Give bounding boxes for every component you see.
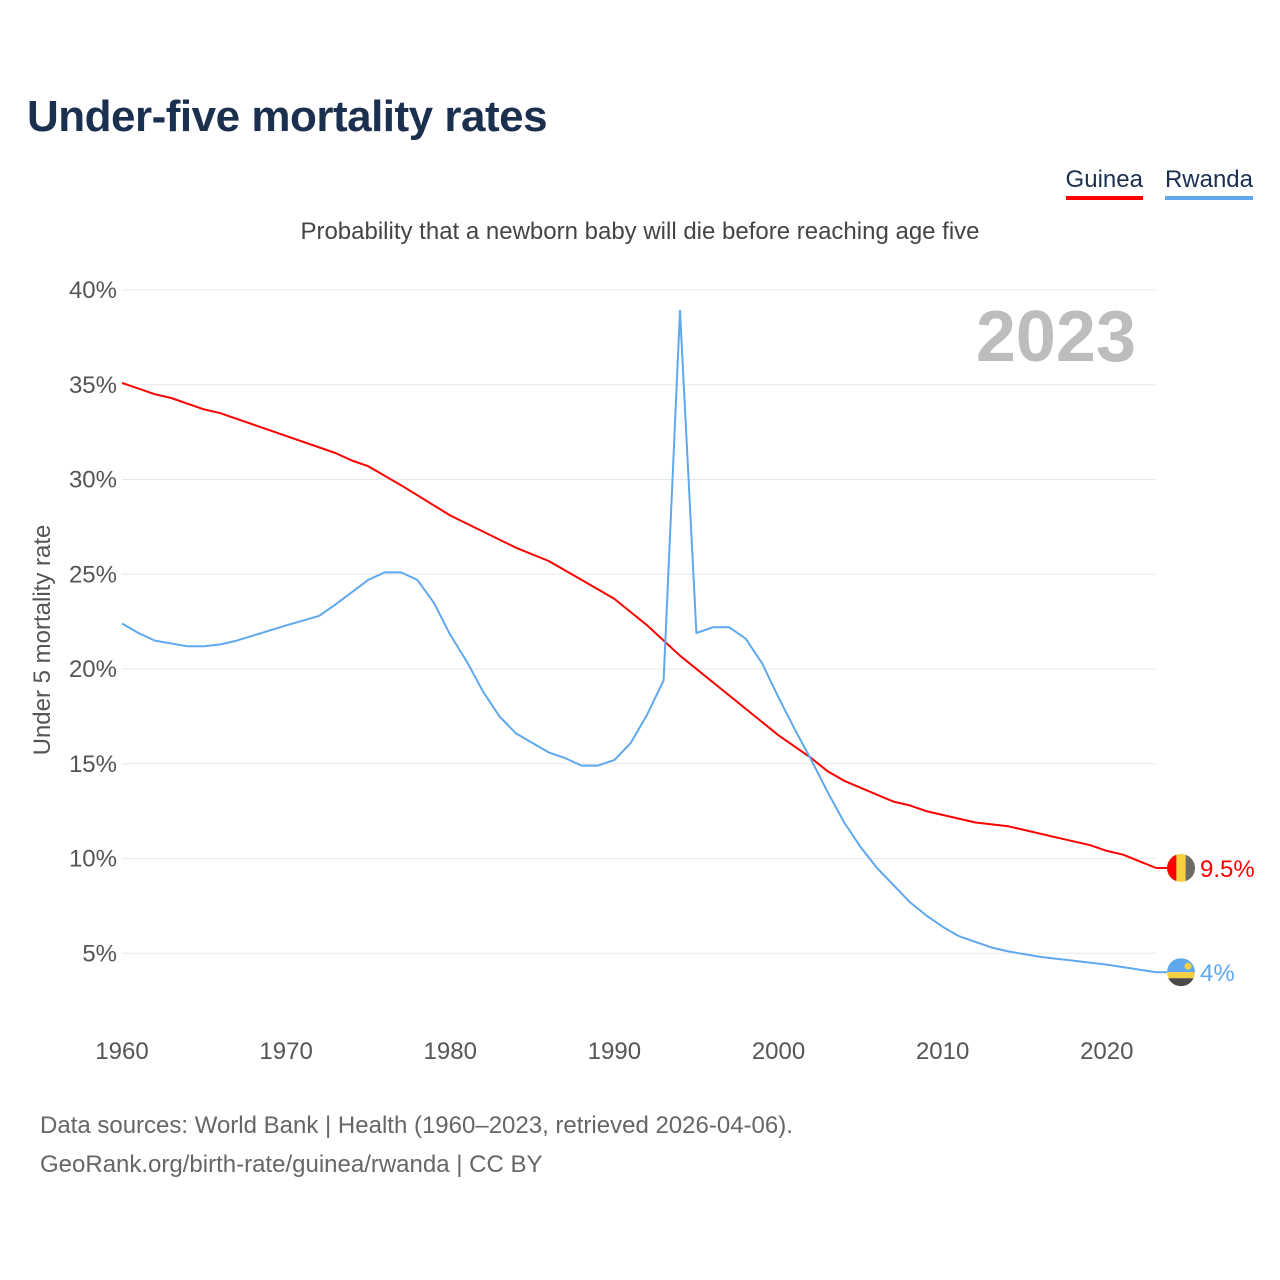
series-lines: [121, 309, 1157, 974]
series-end-markers: 9.5% 4%: [1156, 853, 1255, 987]
year-label: 2023: [976, 297, 1136, 377]
x-tick-label: 1980: [424, 1038, 477, 1065]
chart-title: Under-five mortality rates: [27, 92, 548, 141]
x-tick-label: 2000: [752, 1038, 805, 1065]
flag-icon-guinea: [1167, 853, 1195, 882]
y-tick-label: 20%: [69, 656, 117, 683]
y-axis-ticks: 5% 10% 15% 20% 25% 30% 35% 40%: [69, 277, 117, 967]
x-tick-label: 2010: [916, 1038, 969, 1065]
flag-icon-rwanda: [1167, 958, 1195, 987]
grid-lines: [122, 289, 1156, 954]
chart-subtitle: Probability that a newborn baby will die…: [300, 218, 980, 245]
legend: Guinea Rwanda: [1065, 166, 1253, 200]
y-tick-label: 15%: [69, 751, 117, 778]
end-value-label: 4%: [1200, 960, 1235, 987]
y-tick-label: 25%: [69, 561, 117, 588]
y-tick-label: 35%: [69, 372, 117, 399]
x-tick-label: 1960: [95, 1038, 148, 1065]
series-line-rwanda[interactable]: [121, 309, 1157, 974]
legend-item-guinea[interactable]: Guinea: [1065, 166, 1143, 200]
y-tick-label: 10%: [69, 846, 117, 873]
y-tick-label: 5%: [82, 940, 117, 967]
data-source: Data sources: World Bank | Health (1960–…: [40, 1112, 793, 1139]
series-line-guinea[interactable]: [121, 381, 1157, 869]
x-tick-label: 1990: [588, 1038, 641, 1065]
y-tick-label: 40%: [69, 277, 117, 304]
end-value-label: 9.5%: [1200, 856, 1255, 883]
legend-item-rwanda[interactable]: Rwanda: [1164, 166, 1253, 200]
x-axis-ticks: 1960 1970 1980 1990 2000 2010 2020: [95, 1038, 1133, 1065]
x-tick-label: 2020: [1080, 1038, 1133, 1065]
footer: Data sources: World Bank | Health (1960–…: [40, 1106, 793, 1184]
y-axis-label: Under 5 mortality rate: [29, 525, 56, 756]
source-link[interactable]: GeoRank.org/birth-rate/guinea/rwanda | C…: [40, 1151, 543, 1178]
y-tick-label: 30%: [69, 467, 117, 494]
x-tick-label: 1970: [259, 1038, 312, 1065]
